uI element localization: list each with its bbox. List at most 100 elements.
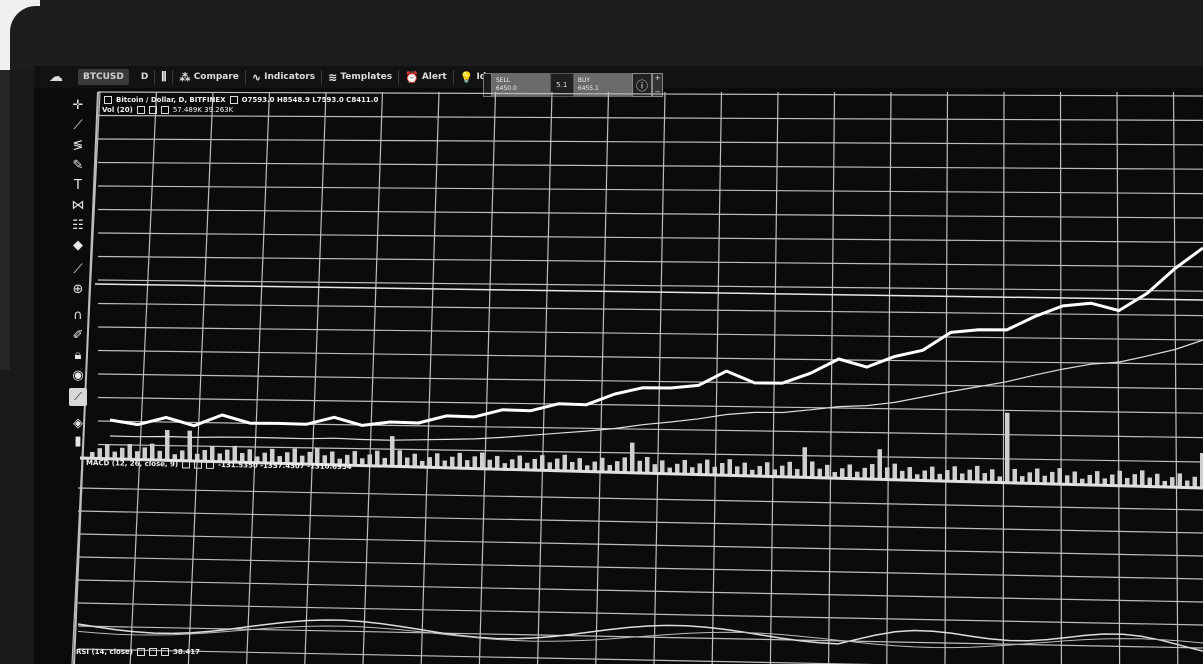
volume-bar	[930, 466, 935, 481]
settings-icon[interactable]	[229, 96, 238, 104]
plus-icon[interactable]: +	[654, 74, 661, 82]
text-icon[interactable]: T	[74, 178, 82, 193]
bottom-legend-label[interactable]: RSI (14, close)	[76, 648, 133, 656]
volume-bar	[757, 466, 762, 477]
grid-line-horizontal	[77, 510, 1203, 534]
volume-bar	[532, 458, 537, 470]
crosshair-icon[interactable]: ✛	[72, 98, 84, 113]
pattern-icon[interactable]: ⋈	[71, 198, 85, 213]
volume-bar	[907, 467, 912, 481]
volume-bar	[142, 447, 147, 460]
buy-button[interactable]: BUY 6455.1	[573, 73, 632, 97]
drag-handle[interactable]	[483, 73, 492, 97]
grid-line-vertical	[304, 91, 327, 664]
volume-bar	[877, 449, 882, 480]
shapes-icon[interactable]: ◆	[73, 238, 83, 253]
volume-bar	[1065, 475, 1070, 485]
grid-line-horizontal	[97, 208, 1203, 219]
volume-bar	[300, 455, 305, 464]
grid-line-horizontal	[97, 349, 1203, 365]
volume-bar	[97, 448, 102, 459]
oscillator-legend-label[interactable]: MACD (12, 26, close, 9)	[85, 458, 179, 469]
fibonacci-icon[interactable]: ≶	[72, 138, 84, 153]
minus-icon[interactable]: −	[654, 88, 661, 96]
hide-drawings-icon[interactable]: ⟋	[69, 388, 87, 406]
interval-label: D	[140, 72, 149, 82]
legend-title[interactable]: Bitcoin / Dollar, D, BITFINEX	[116, 96, 226, 104]
volume-bar	[667, 467, 672, 474]
grid-line-horizontal	[97, 326, 1203, 341]
grid-line-horizontal	[97, 443, 1203, 463]
indicators-button[interactable]: ∿ Indicators	[246, 70, 323, 84]
volume-bar	[652, 464, 657, 474]
eye-icon[interactable]	[136, 648, 145, 656]
volume-bar	[1162, 480, 1167, 487]
compare-button[interactable]: ⁂ Compare	[173, 70, 246, 84]
info-icon[interactable]: ⓘ	[631, 73, 653, 97]
volume-bar	[247, 449, 252, 463]
volume-bar	[562, 454, 567, 471]
eye-icon[interactable]: ◉	[72, 368, 84, 383]
volume-bar	[585, 465, 590, 472]
grid-line-horizontal	[97, 161, 1203, 170]
close-icon[interactable]	[206, 460, 215, 469]
zoom-icon[interactable]: ⊕	[72, 282, 84, 297]
volume-bar	[360, 458, 365, 466]
volume-legend-label[interactable]: Vol (20)	[102, 106, 133, 114]
volume-bar	[1012, 468, 1017, 483]
volume-bar	[952, 466, 957, 482]
alert-button[interactable]: ⏰ Alert	[399, 70, 454, 84]
templates-button[interactable]: ≋ Templates	[322, 70, 400, 84]
collapse-icon[interactable]	[104, 96, 112, 104]
volume-bar	[765, 462, 770, 477]
volume-bar	[420, 460, 425, 467]
grid-line-horizontal	[77, 602, 1203, 626]
trend-line-icon[interactable]: ⟋	[73, 118, 83, 133]
volume-bar	[1072, 471, 1077, 485]
monitor-bezel-reflection	[0, 70, 10, 370]
symbol-search-button[interactable]: BTCUSD	[78, 69, 129, 85]
grid-line-vertical	[1059, 91, 1063, 664]
volume-bar	[967, 469, 972, 482]
spread-value: 5.1	[549, 73, 574, 97]
volume-bar	[217, 453, 222, 462]
eye-icon[interactable]	[136, 106, 145, 114]
volume-bar	[1140, 470, 1145, 487]
close-icon[interactable]	[160, 106, 169, 114]
favorites-icon[interactable]: ◈	[73, 416, 83, 431]
volume-bar	[135, 451, 140, 460]
magnet-icon[interactable]: ∩	[73, 308, 83, 323]
gear-icon[interactable]	[194, 460, 203, 469]
brush-icon[interactable]: ✎	[72, 158, 84, 173]
gear-icon[interactable]	[148, 106, 157, 114]
volume-bar	[412, 453, 417, 467]
gear-icon[interactable]	[148, 648, 157, 656]
oscillator-signal-line	[77, 625, 1203, 649]
volume-bar	[517, 455, 522, 470]
sell-price: 6450.0	[495, 85, 517, 92]
compare-label: Compare	[193, 72, 239, 82]
interval-button[interactable]: D	[135, 70, 156, 84]
grid-line-horizontal	[97, 255, 1203, 268]
chart-style-button[interactable]: ⫼	[155, 70, 174, 84]
ruler-icon[interactable]: ⟋	[73, 262, 83, 277]
volume-bar	[1200, 452, 1203, 488]
grid-line-horizontal	[97, 91, 1203, 97]
trash-icon[interactable]: ▮	[74, 434, 82, 449]
stay-drawing-icon[interactable]: ✐	[72, 328, 84, 343]
eye-icon[interactable]	[182, 460, 191, 469]
size-stepper[interactable]: + −	[652, 73, 664, 97]
close-icon[interactable]	[160, 648, 169, 656]
projection-icon[interactable]: ☷	[72, 218, 84, 233]
volume-bar	[525, 462, 530, 470]
cloud-icon[interactable]: ☁	[49, 69, 63, 85]
lock-icon[interactable]: 🔒︎	[74, 348, 82, 363]
volume-bar	[727, 459, 732, 476]
volume-bar	[1125, 477, 1130, 486]
volume-bar	[645, 456, 650, 473]
volume-bar	[892, 463, 897, 480]
volume-bar	[1035, 468, 1040, 484]
volume-bar	[900, 470, 905, 480]
volume-bar	[322, 455, 327, 465]
